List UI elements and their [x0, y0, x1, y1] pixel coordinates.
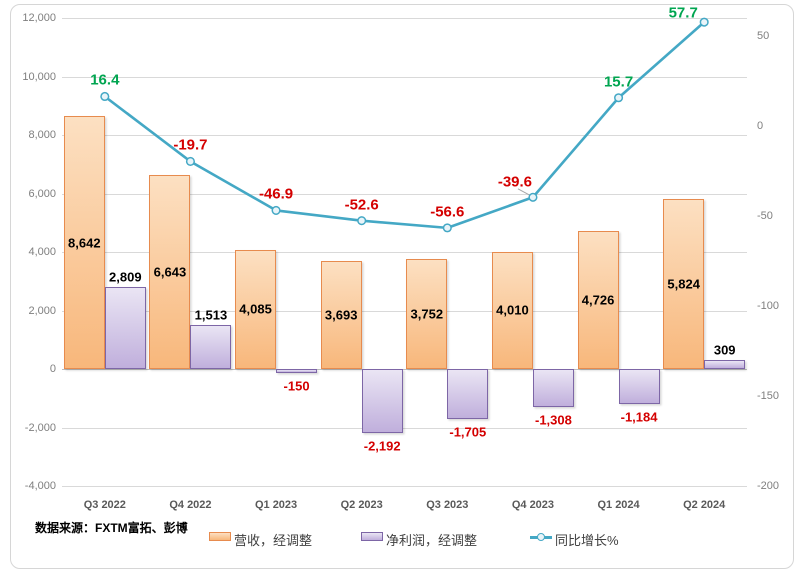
left-axis-tick: 8,000: [28, 129, 56, 141]
bar-revenue: [149, 174, 191, 369]
gridline: [62, 193, 747, 195]
legend-swatch-netprofit: [361, 532, 383, 541]
bar-revenue: [320, 260, 362, 369]
gridline: [62, 252, 747, 253]
left-axis-tick: -4,000: [24, 480, 56, 492]
gridline: [62, 76, 747, 78]
right-axis-tick: 50: [757, 30, 770, 42]
bar-label-netprofit: -150: [283, 378, 310, 394]
bar-netprofit: [104, 286, 146, 369]
legend-line-marker: [537, 533, 545, 541]
bar-label-netprofit: -1,184: [620, 409, 658, 425]
bar-revenue: [663, 198, 705, 369]
growth-marker: [357, 216, 367, 226]
gridline: [62, 18, 747, 19]
right-axis-tick: 0: [757, 120, 764, 132]
bar-netprofit: [532, 369, 574, 408]
x-axis-label: Q3 2022: [83, 499, 126, 511]
bar-label-revenue: 3,693: [324, 307, 358, 323]
left-axis-tick: -2,000: [24, 421, 56, 434]
bar-label-revenue: 8,642: [68, 235, 101, 251]
bar-netprofit: [618, 369, 660, 404]
bar-label-netprofit: 2,809: [109, 269, 142, 285]
x-axis-label: Q4 2023: [511, 499, 555, 511]
growth-label: -52.6: [344, 196, 379, 214]
x-axis-label: Q2 2024: [683, 499, 726, 511]
growth-marker: [271, 205, 281, 215]
bar-revenue: [235, 249, 277, 369]
left-axis-tick: 4,000: [28, 246, 56, 258]
bar-label-revenue: 6,643: [153, 264, 187, 280]
bar-label-netprofit: -1,705: [449, 424, 487, 440]
x-axis-label: Q4 2022: [169, 499, 212, 511]
gridline: [62, 135, 747, 136]
right-axis-tick: -150: [757, 390, 780, 402]
gridline: [62, 427, 747, 429]
x-axis-label: Q2 2023: [340, 499, 383, 511]
x-axis-label: Q1 2023: [254, 499, 298, 511]
bar-label-revenue: 4,726: [581, 292, 615, 308]
legend-label: 净利润，经调整: [386, 533, 478, 548]
bar-label-netprofit: -1,308: [535, 412, 572, 428]
bar-netprofit: [447, 369, 489, 419]
left-axis-tick: 6,000: [28, 187, 56, 200]
right-axis-tick: -200: [757, 480, 780, 492]
growth-marker: [100, 91, 110, 102]
bar-label-revenue: 4,085: [239, 301, 272, 317]
bar-label-netprofit: 309: [713, 342, 736, 358]
legend-label: 营收，经调整: [234, 533, 313, 548]
legend-swatch-revenue: [209, 532, 231, 541]
bar-label-netprofit: -2,192: [363, 438, 401, 454]
source-label: 数据来源：FXTM富拓、彭博: [35, 521, 188, 535]
bar-label-revenue: 3,752: [410, 306, 444, 322]
x-axis-label: Q3 2023: [426, 499, 469, 511]
bar-label-netprofit: 1,513: [194, 307, 228, 323]
bar-revenue: [406, 259, 448, 369]
growth-label: 15.7: [603, 73, 634, 91]
bar-label-revenue: 4,010: [496, 302, 529, 318]
growth-line: [104, 21, 706, 230]
growth-marker: [528, 192, 538, 202]
left-axis-tick: 12,000: [22, 12, 56, 24]
left-axis-tick: 0: [49, 363, 56, 375]
bar-netprofit: [276, 369, 318, 374]
growth-label: -19.7: [173, 136, 208, 154]
legend-label: 同比增长%: [555, 533, 619, 548]
gridline: [62, 486, 747, 487]
left-axis-tick: 10,000: [22, 70, 56, 83]
bar-revenue: [491, 251, 533, 369]
bar-revenue: [577, 230, 619, 369]
x-axis-label: Q1 2024: [597, 499, 640, 511]
growth-label: 16.4: [90, 71, 120, 89]
growth-marker: [185, 156, 195, 167]
growth-marker: [614, 93, 624, 103]
bar-revenue: [63, 116, 105, 369]
right-axis-tick: -100: [757, 300, 780, 312]
right-axis-tick: -50: [757, 210, 773, 222]
growth-label: -39.6: [497, 173, 533, 191]
bar-label-revenue: 5,824: [667, 276, 700, 292]
growth-marker: [442, 223, 452, 233]
gridline: [62, 369, 747, 370]
bar-netprofit: [704, 359, 746, 369]
label-leader-line: [517, 188, 532, 197]
gridline: [62, 310, 747, 312]
left-axis-tick: 2,000: [28, 304, 56, 317]
bar-netprofit: [361, 369, 403, 434]
growth-label: -56.6: [430, 203, 465, 221]
bar-netprofit: [190, 324, 232, 369]
growth-label: 57.7: [668, 4, 698, 22]
growth-label: -46.9: [258, 185, 294, 203]
growth-marker: [699, 17, 709, 27]
